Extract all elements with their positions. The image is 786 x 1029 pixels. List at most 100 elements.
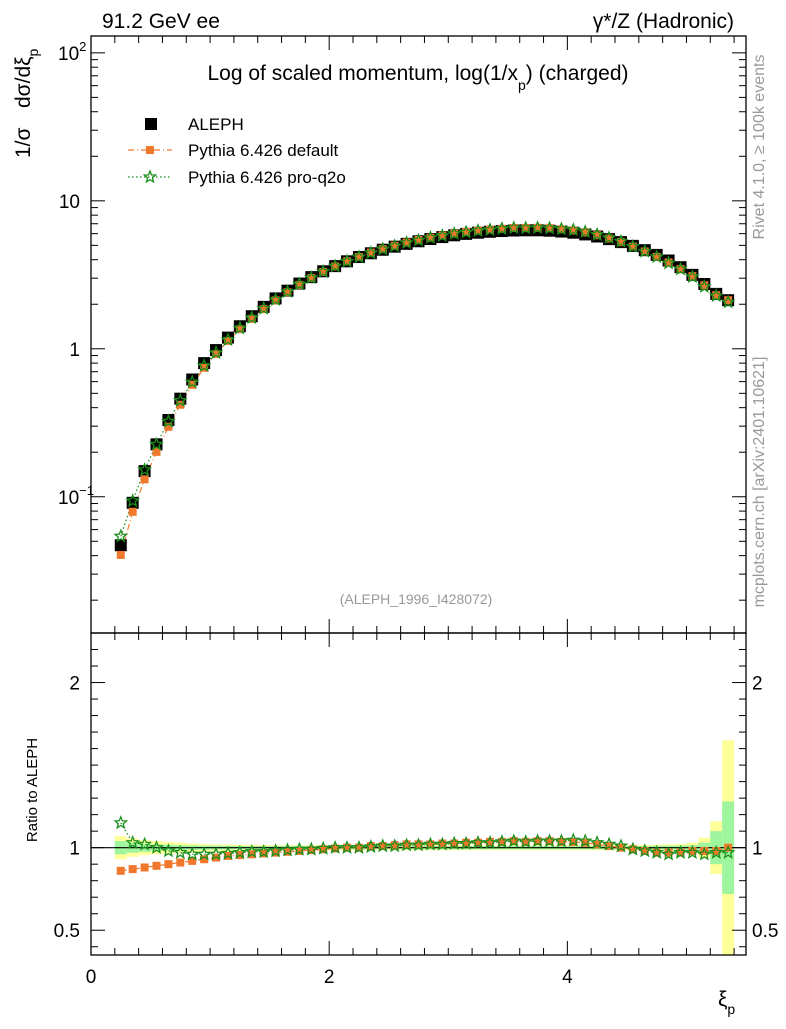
svg-text:dσ/dξp: dσ/dξp (12, 48, 41, 108)
default-data-point (319, 267, 328, 276)
chart-title: Log of scaled momentum, log(1/xp) (charg… (208, 62, 629, 93)
default-data-point (700, 281, 709, 290)
proq2o-ratio-point (554, 833, 569, 848)
proq2o-data-point (339, 253, 355, 268)
default-ratio-point (533, 837, 542, 846)
proq2o-ratio-point (506, 833, 522, 848)
proq2o-ratio-point (708, 844, 724, 859)
proq2o-ratio-point (387, 838, 403, 853)
rivet-version-label: Rivet 4.1.0, ≥ 100k events (751, 55, 768, 240)
proq2o-data-point (708, 288, 724, 303)
legend-label-proq2o: Pythia 6.426 pro-q2o (188, 168, 346, 187)
proq2o-ratio-point (292, 841, 307, 856)
default-ratio-point (509, 837, 518, 846)
proq2o-data-point (280, 283, 295, 298)
proq2o-ratio-point (363, 839, 379, 854)
proq2o-data-point (161, 413, 176, 428)
proq2o-data-point (625, 238, 641, 253)
proq2o-data-point (649, 249, 665, 264)
ratio-axis-label: Ratio to ALEPH (24, 738, 41, 842)
default-data-point (724, 296, 733, 305)
proq2o-data-point (184, 374, 200, 389)
default-data-point (307, 274, 316, 283)
default-ratio-line (120, 840, 729, 872)
proq2o-ratio-point (434, 836, 450, 851)
default-data-point (474, 226, 483, 235)
default-ratio-point (593, 840, 602, 849)
proq2o-data-point (363, 245, 379, 260)
proq2o-data-point (446, 225, 462, 240)
default-ratio-point (331, 844, 340, 853)
proq2o-data-point (696, 278, 712, 293)
proq2o-ratio-point (315, 840, 331, 855)
default-data-point (259, 305, 268, 314)
default-data-point (509, 223, 518, 232)
default-ratio-point (521, 837, 530, 846)
proq2o-ratio-point (446, 835, 462, 850)
default-ratio-point (557, 837, 566, 846)
y-tick-label: 10−1 (58, 483, 94, 509)
default-ratio-point (640, 846, 649, 855)
proq2o-data-point (494, 221, 510, 236)
default-data-point (450, 229, 459, 238)
proq2o-data-point (661, 255, 676, 270)
default-data-point (128, 507, 137, 516)
default-data-point (521, 224, 530, 233)
ratio-panel-frame (90, 632, 747, 956)
default-ratio-point (438, 839, 447, 848)
proq2o-ratio-point (423, 836, 438, 851)
proq2o-data-point (375, 241, 391, 256)
default-data-point (331, 262, 340, 271)
proq2o-data-point (399, 235, 414, 250)
proq2o-ratio-point (184, 846, 200, 861)
default-ratio-point (140, 863, 149, 872)
proq2o-data-point (577, 224, 593, 239)
y-axis-label: 1/σ (12, 127, 35, 158)
ratio-tick-label-right: 0.5 (752, 921, 778, 942)
default-data-point (164, 422, 173, 431)
default-ratio-point (414, 840, 423, 849)
default-data-point (664, 258, 673, 267)
proq2o-data-point (458, 224, 474, 239)
proq2o-series-line (120, 227, 729, 537)
default-data-point (593, 231, 602, 240)
proq2o-ratio-point (625, 841, 641, 856)
x-tick-label: 4 (562, 967, 573, 988)
default-data-point (545, 224, 554, 233)
proq2o-data-point (542, 220, 557, 235)
main-series-markers (113, 219, 736, 559)
y-axis-ticks: 10−1 1 10 102 (58, 39, 746, 601)
proq2o-data-point (720, 294, 736, 309)
default-ratio-point (485, 837, 494, 846)
proq2o-ratio-point (577, 833, 593, 848)
proq2o-ratio-point (351, 839, 367, 854)
proq2o-ratio-point (196, 846, 212, 861)
proq2o-data-point (673, 261, 688, 276)
proq2o-data-point (137, 462, 152, 477)
proq2o-data-point (113, 528, 129, 543)
ratio-series-markers (113, 815, 736, 875)
default-data-point (688, 272, 697, 281)
default-data-point (462, 227, 471, 236)
proq2o-ratio-point (280, 842, 295, 857)
default-data-point (485, 225, 494, 234)
proq2o-data-point (327, 258, 343, 273)
default-ratio-point (259, 849, 268, 858)
analysis-id-label: (ALEPH_1996_I428072) (340, 591, 493, 607)
default-data-point (497, 224, 506, 233)
default-ratio-point (616, 843, 625, 852)
default-ratio-point (116, 866, 125, 875)
default-data-point (557, 225, 566, 234)
proq2o-ratio-point (256, 843, 272, 859)
default-data-point (426, 233, 435, 242)
proq2o-ratio-point (268, 843, 283, 858)
default-data-point (652, 252, 661, 261)
proq2o-data-point (387, 238, 403, 253)
proq2o-ratio-point (589, 834, 605, 850)
proq2o-ratio-point (649, 844, 665, 859)
x-tick-label: 2 (324, 967, 335, 988)
mcplots-label: mcplots.cern.ch [arXiv:2401.10621] (751, 357, 768, 608)
proq2o-data-point (554, 221, 569, 236)
default-ratio-point (271, 848, 280, 857)
proq2o-data-point (351, 249, 367, 264)
